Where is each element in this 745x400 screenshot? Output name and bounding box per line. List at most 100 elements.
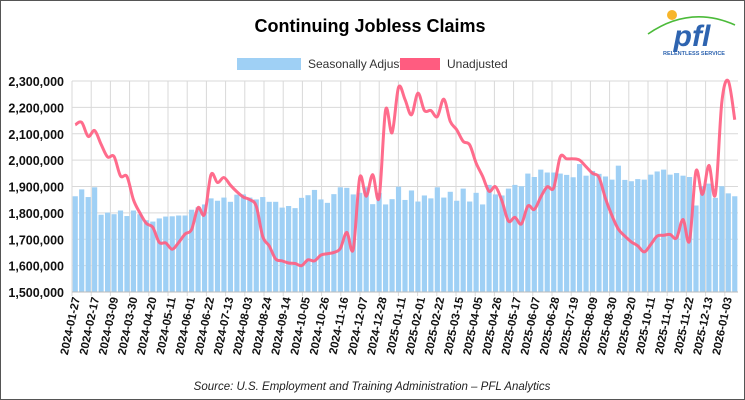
bar-seasonally-adjusted	[725, 193, 731, 292]
bar-seasonally-adjusted	[163, 216, 169, 292]
bar-seasonally-adjusted	[247, 197, 253, 292]
bar-seasonally-adjusted	[628, 181, 634, 292]
bar-seasonally-adjusted	[467, 201, 473, 292]
bar-seasonally-adjusted	[357, 192, 363, 292]
bar-seasonally-adjusted	[79, 189, 85, 292]
svg-text:pfl: pfl	[673, 20, 711, 53]
bar-seasonally-adjusted	[260, 197, 266, 292]
bar-seasonally-adjusted	[344, 187, 350, 292]
y-tick-label: 2,100,000	[8, 128, 64, 142]
y-tick-label: 2,000,000	[8, 154, 64, 168]
bar-seasonally-adjusted	[221, 197, 227, 292]
bar-seasonally-adjusted	[661, 169, 667, 292]
bar-seasonally-adjusted	[72, 196, 78, 292]
y-tick-label: 1,700,000	[8, 233, 64, 247]
bar-seasonally-adjusted	[234, 194, 240, 292]
bar-seasonally-adjusted	[408, 190, 415, 292]
bar-seasonally-adjusted	[117, 210, 124, 292]
bar-seasonally-adjusted	[227, 201, 234, 292]
bar-seasonally-adjusted	[576, 164, 583, 292]
bar-seasonally-adjusted	[699, 186, 706, 292]
y-tick-label: 2,300,000	[8, 75, 64, 89]
bar-seasonally-adjusted	[253, 199, 259, 292]
bar-seasonally-adjusted	[130, 210, 137, 292]
bar-seasonally-adjusted	[318, 199, 324, 292]
bar-seasonally-adjusted	[492, 194, 499, 292]
bar-seasonally-adjusted	[395, 186, 402, 292]
bar-seasonally-adjusted	[570, 177, 576, 292]
legend-swatch-unadjusted	[400, 58, 440, 70]
bar-seasonally-adjusted	[557, 173, 563, 292]
bar-seasonally-adjusted	[693, 205, 699, 292]
bar-seasonally-adjusted	[189, 209, 195, 292]
bar-seasonally-adjusted	[460, 188, 466, 292]
bar-seasonally-adjusted	[609, 179, 615, 292]
bar-seasonally-adjusted	[486, 184, 492, 292]
bar-seasonally-adjusted	[363, 187, 369, 292]
bar-seasonally-adjusted	[635, 179, 641, 292]
bar-seasonally-adjusted	[505, 188, 512, 292]
bar-seasonally-adjusted	[680, 175, 686, 292]
line-unadjusted	[74, 78, 737, 268]
y-axis: 1,500,000 1,600,000 1,700,000 1,800,000 1,90…	[8, 75, 64, 300]
bar-seasonally-adjusted	[447, 191, 453, 292]
bar-seasonally-adjusted	[182, 215, 188, 292]
bar-seasonally-adjusted	[428, 198, 434, 292]
y-tick-label: 1,500,000	[8, 286, 64, 300]
bar-seasonally-adjusted	[602, 176, 609, 292]
bar-seasonally-adjusted	[98, 214, 104, 292]
x-axis: 2024-01-272024-02-172024-03-092024-03-30…	[59, 291, 738, 356]
bar-seasonally-adjusted	[305, 195, 311, 292]
y-tick-label: 2,200,000	[8, 101, 64, 115]
bar-seasonally-adjusted	[673, 173, 680, 292]
y-tick-label: 1,600,000	[8, 260, 64, 274]
chart-title: Continuing Jobless Claims	[254, 16, 485, 36]
bar-seasonally-adjusted	[156, 218, 162, 292]
y-tick-label: 1,800,000	[8, 207, 64, 221]
pfl-logo: pfl RELENTLESS SERVICE	[647, 10, 736, 57]
bar-seasonally-adjusted	[518, 186, 524, 292]
bar-seasonally-adjusted	[441, 197, 447, 292]
bar-seasonally-adjusted	[732, 196, 738, 292]
bar-seasonally-adjusted	[648, 174, 654, 292]
bar-seasonally-adjusted	[279, 207, 285, 292]
bar-seasonally-adjusted	[538, 169, 544, 292]
bar-seasonally-adjusted	[525, 173, 531, 292]
bar-seasonally-adjusted	[596, 173, 602, 292]
bar-seasonally-adjusted	[654, 171, 660, 292]
bar-seasonally-adjusted	[150, 221, 156, 292]
bar-seasonally-adjusted	[324, 202, 330, 292]
bar-seasonally-adjusted	[337, 187, 343, 292]
bar-seasonally-adjusted	[298, 197, 305, 292]
bar-seasonally-adjusted	[111, 214, 117, 292]
x-tick-label: 2026-01-03	[711, 296, 735, 356]
bar-seasonally-adjusted	[706, 183, 712, 292]
bar-seasonally-adjusted	[240, 194, 246, 292]
legend: Seasonally Adjusted Unadjusted	[237, 57, 508, 71]
legend-label-unadjusted: Unadjusted	[447, 57, 508, 71]
bar-seasonally-adjusted	[292, 208, 298, 292]
bar-seasonally-adjusted	[712, 197, 718, 292]
bar-seasonally-adjusted	[402, 199, 408, 292]
bar-seasonally-adjusted	[564, 174, 570, 292]
bar-seasonally-adjusted	[434, 187, 440, 292]
bar-seasonally-adjusted	[480, 204, 486, 292]
source-note: Source: U.S. Employment and Training Adm…	[194, 381, 551, 393]
bar-seasonally-adjusted	[719, 186, 725, 292]
bar-seasonally-adjusted	[531, 177, 537, 292]
y-tick-label: 1,900,000	[8, 181, 64, 195]
bar-seasonally-adjusted	[169, 216, 175, 292]
bar-seasonally-adjusted	[176, 215, 182, 292]
bar-seasonally-adjusted	[383, 204, 389, 292]
legend-swatch-seasonally-adjusted	[237, 58, 301, 70]
bar-seasonally-adjusted	[195, 207, 201, 292]
bar-seasonally-adjusted	[389, 199, 395, 292]
bar-seasonally-adjusted	[208, 198, 214, 292]
bar-seasonally-adjusted	[499, 195, 505, 292]
bar-seasonally-adjusted	[143, 220, 149, 292]
unadjusted-line	[74, 78, 737, 268]
bar-seasonally-adjusted	[551, 172, 557, 292]
bar-seasonally-adjusted	[331, 194, 337, 292]
svg-text:RELENTLESS SERVICE: RELENTLESS SERVICE	[663, 51, 725, 57]
